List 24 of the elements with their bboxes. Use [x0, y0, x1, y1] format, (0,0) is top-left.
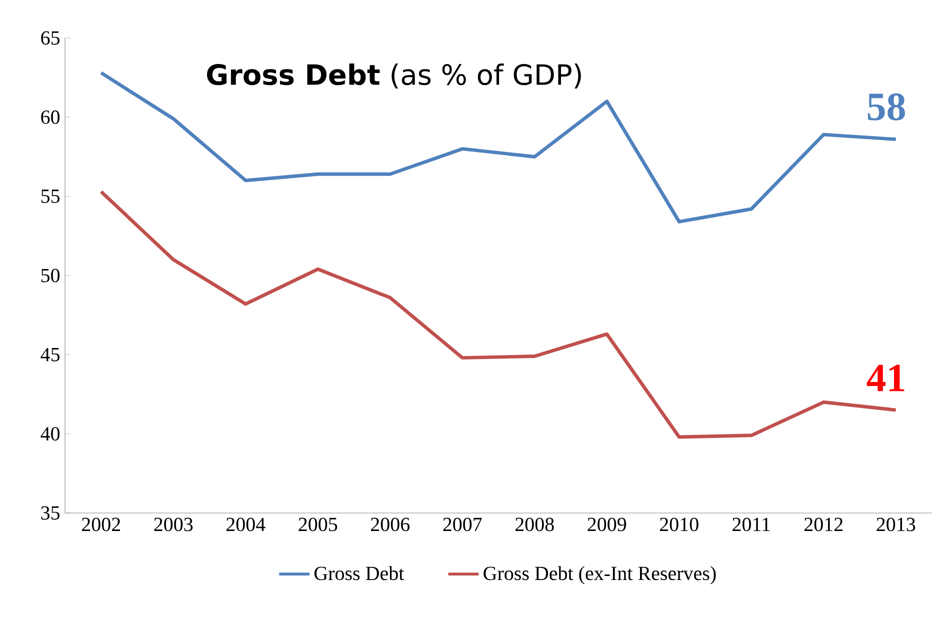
legend-label: Gross Debt (ex-Int Reserves)	[484, 566, 716, 584]
y-tick-label: 60	[41, 110, 60, 124]
legend-label: Gross Debt	[314, 566, 404, 580]
y-tick-label: 40	[40, 427, 60, 441]
x-tick-label: 2008	[516, 518, 554, 532]
text: Gross Debt (as % of GDP)	[207, 64, 581, 88]
x-tick-label: 2004	[226, 518, 266, 532]
x-tick-label: 2003	[154, 518, 193, 532]
y-tick-label: 45	[40, 348, 60, 362]
x-tick-label: 2013	[876, 518, 916, 532]
x-tick-label: 2012	[804, 518, 843, 532]
x-tick-label: 2007	[443, 518, 482, 532]
y-tick-label: 35	[41, 506, 60, 520]
y-tick-label: 65	[41, 31, 60, 45]
annotation: 58	[868, 93, 905, 120]
x-tick-label: 2002	[82, 518, 120, 532]
x-tick-label: 2011	[732, 518, 770, 532]
x-tick-label: 2009	[588, 518, 626, 532]
annotation: 41	[866, 364, 904, 392]
y-tick-label: 50	[41, 268, 60, 282]
y-tick-label: 55	[41, 190, 60, 203]
x-tick-label: 2006	[371, 518, 410, 532]
x-tick-label: 2010	[660, 518, 698, 532]
x-tick-label: 2005	[298, 518, 338, 532]
